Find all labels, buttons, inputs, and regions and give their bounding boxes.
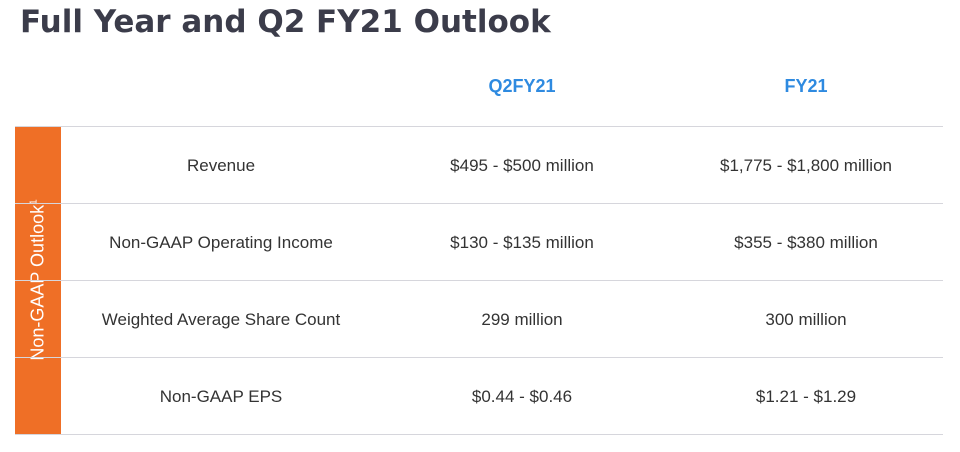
row-label: Non-GAAP Operating Income xyxy=(109,233,333,252)
row-label: Non-GAAP EPS xyxy=(159,387,283,406)
row-divider xyxy=(15,203,943,204)
column-header-q2fy21: Q2FY21 xyxy=(488,76,556,96)
side-label-text: Non-GAAP Outlook xyxy=(27,204,48,361)
q2-value: $130 - $135 million xyxy=(450,233,594,252)
fy-value: 300 million xyxy=(765,310,847,329)
row-divider xyxy=(15,357,943,358)
row-divider xyxy=(15,126,943,127)
table-row: Weighted Average Share Count 299 million… xyxy=(61,281,943,358)
table-row: Revenue $495 - $500 million $1,775 - $1,… xyxy=(61,127,943,204)
table-row: Non-GAAP Operating Income $130 - $135 mi… xyxy=(61,204,943,281)
fy-value: $355 - $380 million xyxy=(734,233,878,252)
column-header-fy21: FY21 xyxy=(784,76,828,96)
q2-value: $0.44 - $0.46 xyxy=(471,387,573,406)
row-divider xyxy=(15,434,943,435)
page-title: Full Year and Q2 FY21 Outlook xyxy=(20,4,551,40)
row-label: Revenue xyxy=(186,156,256,175)
fy-value: $1,775 - $1,800 million xyxy=(719,156,892,175)
q2-value: 299 million xyxy=(481,310,563,329)
q2-value: $495 - $500 million xyxy=(450,156,594,175)
fy-value: $1.21 - $1.29 xyxy=(755,387,857,406)
row-divider xyxy=(15,280,943,281)
table-row: Non-GAAP EPS $0.44 - $0.46 $1.21 - $1.29 xyxy=(61,358,943,435)
row-label: Weighted Average Share Count xyxy=(101,310,341,329)
